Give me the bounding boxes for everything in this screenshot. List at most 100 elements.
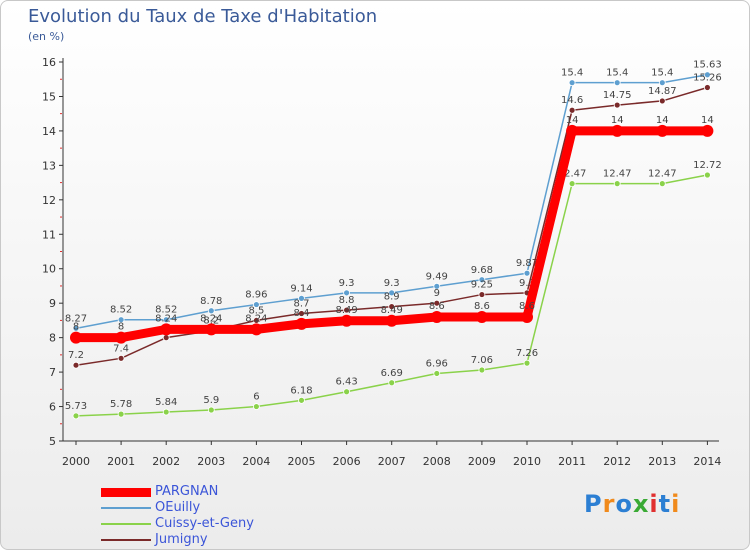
data-point xyxy=(298,294,305,302)
data-point xyxy=(115,331,128,344)
legend-swatch xyxy=(101,487,151,497)
data-label: 8.96 xyxy=(245,290,267,301)
data-label: 8.5 xyxy=(248,305,264,316)
x-tick-label: 2012 xyxy=(603,455,631,468)
data-label: 9.49 xyxy=(426,271,448,282)
data-label: 9 xyxy=(434,288,440,299)
data-point xyxy=(566,124,579,137)
x-tick-label: 2005 xyxy=(288,455,316,468)
legend-label: OEuilly xyxy=(155,500,201,515)
x-tick-label: 2014 xyxy=(693,455,721,468)
y-tick-label: 11 xyxy=(42,228,56,241)
data-point xyxy=(162,408,170,416)
x-tick-label: 2007 xyxy=(378,455,406,468)
data-label: 9.68 xyxy=(471,265,493,276)
legend-swatch xyxy=(101,523,151,525)
logo-letter: P xyxy=(584,490,603,518)
legend-item: PARGNAN xyxy=(101,484,254,500)
data-point xyxy=(568,79,576,87)
data-label: 8.52 xyxy=(110,305,132,316)
logo-letter: t xyxy=(658,490,672,518)
data-label: 15.4 xyxy=(606,68,628,79)
data-point xyxy=(658,79,666,87)
data-point xyxy=(388,303,396,311)
data-label: 5.73 xyxy=(65,401,87,412)
data-point xyxy=(704,71,711,79)
y-tick-label: 7 xyxy=(49,366,56,379)
x-tick-label: 2006 xyxy=(333,455,361,468)
logo-letter: i xyxy=(671,490,681,518)
data-label: 8.2 xyxy=(203,316,219,327)
x-tick-label: 2013 xyxy=(648,455,676,468)
y-tick-label: 14 xyxy=(42,125,56,138)
data-point xyxy=(568,180,576,188)
data-label: 14 xyxy=(701,115,714,126)
y-tick-label: 6 xyxy=(49,401,56,414)
data-point xyxy=(340,314,353,327)
data-point xyxy=(117,354,125,362)
data-point xyxy=(207,406,215,414)
data-label: 8.8 xyxy=(339,295,355,306)
y-tick-label: 16 xyxy=(42,56,56,69)
data-label: 9.3 xyxy=(339,278,355,289)
data-label: 8.6 xyxy=(429,301,445,312)
legend-swatch xyxy=(101,539,151,541)
data-point xyxy=(117,316,125,324)
data-label: 12.72 xyxy=(693,160,722,171)
data-label: 8.7 xyxy=(294,299,310,310)
logo-letter: x xyxy=(632,490,650,518)
legend-label: Jumigny xyxy=(155,532,208,547)
y-tick-label: 12 xyxy=(42,194,56,207)
data-point xyxy=(72,324,80,332)
data-label: 8.78 xyxy=(200,296,222,307)
data-label: 14 xyxy=(566,115,579,126)
x-tick-label: 2011 xyxy=(558,455,586,468)
x-tick-label: 2008 xyxy=(423,455,451,468)
data-label: 14 xyxy=(611,115,624,126)
data-label: 9.87 xyxy=(516,258,538,269)
data-point xyxy=(478,291,486,298)
data-label: 5.9 xyxy=(203,395,219,406)
data-label: 7.4 xyxy=(113,343,129,354)
data-label: 8 xyxy=(73,322,79,333)
data-point xyxy=(523,269,531,277)
x-tick-label: 2009 xyxy=(468,455,496,468)
data-label: 8.24 xyxy=(200,313,222,324)
data-label: 6.43 xyxy=(335,377,357,388)
data-point xyxy=(385,314,398,327)
data-point xyxy=(298,310,305,317)
data-label: 8.6 xyxy=(474,301,490,312)
x-tick-label: 2010 xyxy=(513,455,541,468)
logo-letter: r xyxy=(602,490,616,518)
chart-title: Evolution du Taux de Taxe d'Habitation xyxy=(28,6,378,27)
x-tick-label: 2002 xyxy=(152,455,180,468)
data-point xyxy=(433,282,441,290)
data-point xyxy=(433,370,441,377)
data-label: 14.75 xyxy=(603,90,632,101)
data-point xyxy=(72,412,80,420)
data-point xyxy=(613,79,621,87)
y-tick-label: 9 xyxy=(49,297,56,310)
legend-item: OEuilly xyxy=(101,500,254,516)
data-point xyxy=(430,310,443,323)
data-point xyxy=(295,317,308,330)
data-point xyxy=(658,180,666,188)
x-tick-label: 2001 xyxy=(107,455,135,468)
data-point xyxy=(475,310,488,323)
x-tick-label: 2000 xyxy=(62,455,90,468)
data-point xyxy=(205,323,218,336)
legend-label: Cuissy-et-Geny xyxy=(155,516,254,531)
data-label: 8.49 xyxy=(335,305,357,316)
data-label: 8.9 xyxy=(384,292,400,303)
data-point xyxy=(478,276,486,284)
data-label: 15.4 xyxy=(561,68,583,79)
chart-subtitle: (en %) xyxy=(28,30,65,43)
x-tick-label: 2003 xyxy=(197,455,225,468)
legend-label: PARGNAN xyxy=(155,484,219,499)
data-label: 8.24 xyxy=(245,313,267,324)
data-label: 7.26 xyxy=(516,348,538,359)
data-label: 15.63 xyxy=(693,60,722,71)
data-label: 8.6 xyxy=(519,301,535,312)
data-label: 12.47 xyxy=(558,169,587,180)
